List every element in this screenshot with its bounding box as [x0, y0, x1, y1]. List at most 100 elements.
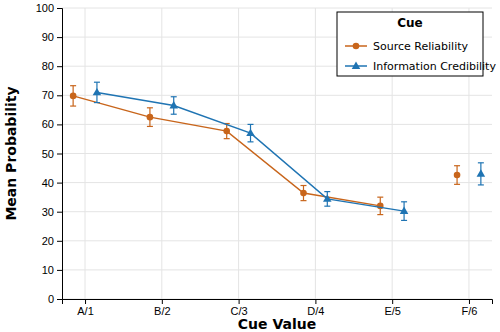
- tick-label: D/4: [307, 305, 324, 317]
- tick-label: 50: [42, 148, 54, 160]
- error-cap: [147, 126, 153, 127]
- grid-line: [85, 8, 86, 299]
- tick-mark: [57, 270, 62, 271]
- error-bar: [147, 108, 153, 127]
- error-cap: [478, 184, 484, 185]
- tick-label: 30: [42, 206, 54, 218]
- point: [300, 190, 307, 197]
- tick-mark: [57, 8, 62, 9]
- error-cap: [94, 82, 100, 83]
- tick-mark: [315, 299, 316, 304]
- error-cap: [454, 184, 460, 185]
- error-cap: [248, 141, 254, 142]
- tick: 90: [42, 31, 62, 43]
- error-cap: [70, 85, 76, 86]
- tick-mark: [162, 299, 163, 304]
- error-cap: [147, 107, 153, 108]
- tick-label: 60: [42, 118, 54, 130]
- tick-label: C/3: [231, 305, 248, 317]
- legend-entry: Source Reliability: [345, 40, 469, 53]
- grid-line: [62, 124, 492, 125]
- grid: [62, 8, 492, 299]
- axis-line: [63, 300, 493, 305]
- point: [223, 128, 230, 135]
- axis-title: Cue Value: [238, 316, 316, 332]
- error-bar: [70, 86, 76, 106]
- legend-label: Source Reliability: [373, 40, 469, 53]
- error-cap: [224, 138, 230, 139]
- tick: F/6: [462, 299, 478, 317]
- tick-label: E/5: [384, 305, 401, 317]
- tick-mark: [57, 212, 62, 213]
- error-cap: [248, 124, 254, 125]
- axis-title: Mean Probability: [3, 86, 19, 220]
- tick: 0: [48, 293, 62, 305]
- tick: 50: [42, 148, 62, 160]
- y-axis: 0 10 20 30 40 50 60 70 80 90 100: [36, 2, 63, 305]
- series: [454, 166, 461, 185]
- series: [477, 163, 486, 185]
- tick-label: 0: [48, 293, 54, 305]
- tick-mark: [392, 299, 393, 304]
- legend-marker: [352, 62, 361, 69]
- tick-label: 10: [42, 264, 54, 276]
- tick-mark: [57, 124, 62, 125]
- line: [97, 92, 404, 211]
- point: [454, 172, 461, 179]
- grid-line: [62, 269, 492, 270]
- tick-label: 70: [42, 89, 54, 101]
- error-cap: [300, 185, 306, 186]
- tick-label: 40: [42, 177, 54, 189]
- tick-label: 80: [42, 60, 54, 72]
- line: [73, 96, 380, 206]
- point: [147, 114, 154, 121]
- grid-line: [238, 8, 239, 299]
- series: [93, 82, 409, 220]
- point: [246, 129, 255, 136]
- tick-mark: [57, 183, 62, 184]
- point: [169, 101, 178, 108]
- point: [400, 207, 409, 214]
- error-cap: [377, 214, 383, 215]
- legend-entry: Information Credibility: [345, 60, 496, 73]
- grid-line: [161, 8, 162, 299]
- chart: 0 10 20 30 40 50 60 70 80 90 100 A/1 B/2 C/3 D/4 E/5 F/6…: [0, 0, 500, 332]
- tick: A/1: [77, 299, 94, 317]
- tick: 100: [36, 2, 62, 14]
- error-cap: [70, 105, 76, 106]
- error-cap: [401, 201, 407, 202]
- legend: Cue Source Reliability Information Credibi…: [337, 12, 496, 76]
- grid-line: [62, 211, 492, 212]
- tick-mark: [57, 37, 62, 38]
- legend-title: Cue: [397, 16, 423, 30]
- point: [323, 194, 332, 201]
- tick: 60: [42, 118, 62, 130]
- tick: D/4: [307, 299, 324, 317]
- grid-line: [62, 8, 492, 9]
- plot-area: [70, 82, 485, 220]
- tick-mark: [57, 154, 62, 155]
- tick-mark: [57, 241, 62, 242]
- tick-label: 20: [42, 235, 54, 247]
- tick: 70: [42, 89, 62, 101]
- tick-label: 100: [36, 2, 54, 14]
- tick: 40: [42, 177, 62, 189]
- error-cap: [454, 165, 460, 166]
- tick-mark: [57, 95, 62, 96]
- error-cap: [324, 206, 330, 207]
- tick: 80: [42, 60, 62, 72]
- series: [70, 86, 384, 215]
- error-cap: [94, 102, 100, 103]
- tick-label: F/6: [462, 305, 478, 317]
- tick-label: B/2: [154, 305, 171, 317]
- grid-line: [62, 240, 492, 241]
- tick-mark: [57, 299, 62, 300]
- tick-mark: [469, 299, 470, 304]
- error-cap: [300, 200, 306, 201]
- axis-line: [57, 9, 63, 300]
- error-bar: [377, 197, 383, 214]
- error-bar: [300, 186, 306, 201]
- legend-marker: [353, 43, 360, 50]
- error-cap: [401, 220, 407, 221]
- grid-line: [62, 95, 492, 96]
